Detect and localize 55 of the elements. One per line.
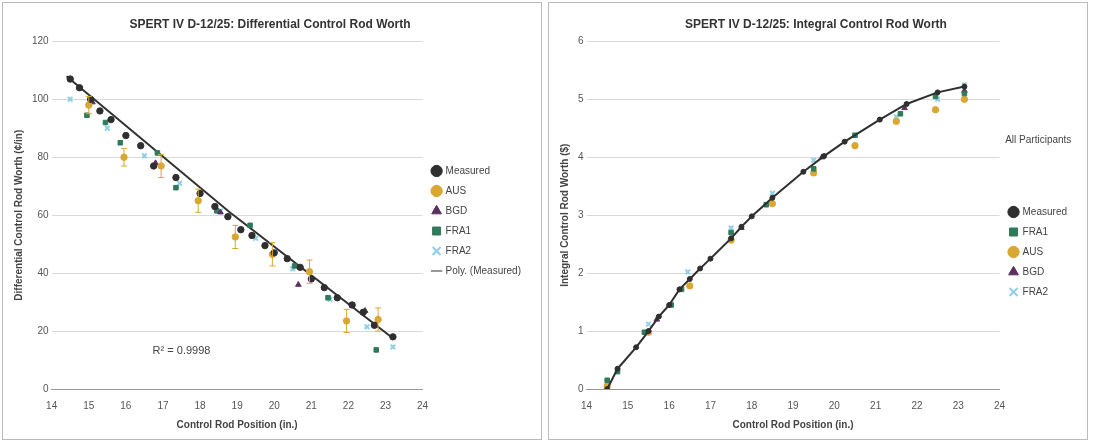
x-tick-label: 15 <box>622 399 634 411</box>
x-tick-label: 17 <box>157 399 169 411</box>
y-axis-title: Integral Control Rod Worth ($) <box>558 143 570 287</box>
y-tick-label: 0 <box>578 382 584 394</box>
y-tick-label: 100 <box>32 93 50 105</box>
x-axis-title: Control Rod Position (in.) <box>732 418 854 430</box>
x-tick-label: 20 <box>828 399 841 411</box>
y-tick-label: 20 <box>37 324 50 336</box>
x-tick-label: 16 <box>120 399 132 411</box>
y-tick-label: 80 <box>37 151 50 163</box>
legend-label: Measured <box>1022 205 1067 217</box>
y-tick-label: 3 <box>578 208 584 220</box>
y-tick-label: 40 <box>37 266 50 278</box>
legend-label: AUS <box>1022 245 1044 257</box>
legend-label: FRA2 <box>1022 285 1049 297</box>
x-tick-label: 23 <box>379 399 392 411</box>
annotation: R² = 0.9998 <box>152 344 211 357</box>
x-tick-label: 18 <box>194 399 207 411</box>
x-axis-title: Control Rod Position (in.) <box>176 418 298 430</box>
y-tick-label: 5 <box>578 93 584 105</box>
y-tick-label: 6 <box>578 35 584 47</box>
x-tick-label: 24 <box>993 399 1006 411</box>
y-tick-label: 60 <box>37 208 50 220</box>
y-tick-label: 120 <box>32 35 50 47</box>
x-tick-label: 22 <box>911 399 923 411</box>
x-tick-label: 22 <box>342 399 355 411</box>
legend-label: BGD <box>1022 265 1045 277</box>
x-tick-label: 14 <box>46 399 58 411</box>
x-tick-label: 15 <box>83 399 95 411</box>
legend-label: FRA1 <box>1022 225 1049 237</box>
legend-label: FRA1 <box>445 224 472 236</box>
legend-label: BGD <box>445 204 468 216</box>
x-tick-label: 19 <box>787 399 800 411</box>
x-tick-label: 16 <box>663 399 676 411</box>
y-tick-label: 2 <box>578 266 584 278</box>
x-tick-label: 14 <box>581 399 593 411</box>
chart-title: SPERT IV D-12/25: Integral Control Rod Worth <box>685 16 947 31</box>
x-tick-label: 20 <box>268 399 281 411</box>
legend-title: All Participants <box>1005 133 1072 145</box>
y-tick-label: 4 <box>578 151 584 163</box>
y-tick-label: 1 <box>578 324 584 336</box>
y-tick-label: 0 <box>43 382 50 394</box>
legend-label: Poly. (Measured) <box>445 264 522 276</box>
chart-title: SPERT IV D-12/25: Differential Control Rod Worth <box>129 16 411 31</box>
x-tick-label: 24 <box>417 399 429 411</box>
x-tick-label: 18 <box>746 399 758 411</box>
x-tick-label: 23 <box>952 399 965 411</box>
legend-label: AUS <box>445 184 467 196</box>
x-tick-label: 19 <box>231 399 244 411</box>
legend-label: FRA2 <box>445 244 472 256</box>
x-tick-label: 17 <box>704 399 717 411</box>
y-axis-title: Differential Control Rod Worth (¢/in) <box>12 129 24 301</box>
x-tick-label: 21 <box>305 399 318 411</box>
legend-label: Measured <box>445 164 491 176</box>
x-tick-label: 21 <box>870 399 882 411</box>
